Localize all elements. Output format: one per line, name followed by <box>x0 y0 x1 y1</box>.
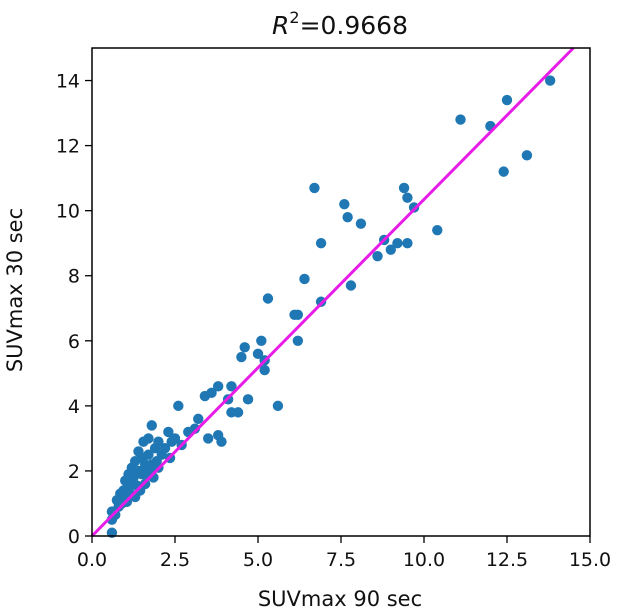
x-axis-label: SUVmax 90 sec <box>258 587 422 611</box>
data-point <box>521 150 533 161</box>
data-point <box>256 335 267 346</box>
data-point <box>339 198 350 210</box>
y-tick-label: 4 <box>68 396 80 418</box>
data-point <box>544 75 556 86</box>
data-point <box>385 244 396 255</box>
data-point <box>159 442 171 454</box>
y-axis: 0 2 4 6 8 10 12 14 <box>56 71 92 548</box>
chart-title: R2=0.9668 <box>272 8 408 40</box>
y-axis-label: SUVmax 30 sec <box>3 208 27 372</box>
y-tick-label: 2 <box>68 461 80 483</box>
data-point <box>236 351 247 363</box>
data-point <box>189 423 201 434</box>
data-point <box>345 280 357 291</box>
data-point <box>212 381 224 392</box>
data-point <box>259 364 270 376</box>
data-point <box>206 387 217 399</box>
y-tick-label: 14 <box>56 71 80 93</box>
chart-title-r: R <box>272 11 289 40</box>
x-tick-label: 5.0 <box>243 549 273 571</box>
data-point <box>252 348 264 360</box>
plot-frame <box>91 47 591 537</box>
data-point <box>455 114 466 125</box>
data-point <box>292 309 304 320</box>
y-tick-label: 6 <box>68 331 80 353</box>
data-point <box>355 218 367 229</box>
x-tick-label: 12.5 <box>486 549 528 571</box>
y-tick-label: 10 <box>56 201 80 223</box>
data-point <box>143 433 154 444</box>
y-tick-label: 12 <box>56 136 80 158</box>
x-tick-label: 15.0 <box>569 549 611 571</box>
data-point <box>292 335 304 346</box>
x-tick-label: 0.0 <box>77 549 107 571</box>
data-point <box>342 211 353 223</box>
chart-title-value: =0.9668 <box>300 11 408 40</box>
data-point <box>262 293 274 304</box>
fit-line <box>90 46 575 538</box>
data-point <box>432 224 443 236</box>
data-point <box>226 381 237 392</box>
data-point <box>398 182 410 194</box>
data-point <box>143 449 154 460</box>
data-point <box>163 426 174 438</box>
x-tick-label: 2.5 <box>160 549 190 571</box>
data-point <box>239 342 250 353</box>
data-point <box>309 182 320 194</box>
data-point <box>169 433 181 444</box>
data-point <box>193 413 204 425</box>
x-axis: 0.0 2.5 5.0 7.5 10.0 12.5 15.0 <box>77 536 611 571</box>
y-tick-label: 0 <box>68 526 80 548</box>
data-point <box>153 436 164 447</box>
data-point <box>402 192 413 203</box>
data-point <box>146 420 157 431</box>
data-point <box>232 407 244 418</box>
data-point <box>272 400 284 412</box>
points-layer <box>106 75 556 538</box>
data-point <box>501 94 513 106</box>
data-point <box>372 251 383 262</box>
chart-title-exponent: 2 <box>289 8 299 27</box>
data-point <box>299 273 310 285</box>
data-point <box>242 394 254 405</box>
x-tick-label: 7.5 <box>326 549 356 571</box>
data-point <box>402 238 413 249</box>
data-point <box>392 238 403 249</box>
data-point <box>110 509 121 521</box>
data-point <box>203 433 214 444</box>
data-point <box>216 436 227 447</box>
x-tick-label: 10.0 <box>403 549 445 571</box>
data-point <box>498 166 509 177</box>
data-point <box>315 238 327 249</box>
y-tick-label: 8 <box>68 266 80 288</box>
data-point <box>173 400 184 412</box>
